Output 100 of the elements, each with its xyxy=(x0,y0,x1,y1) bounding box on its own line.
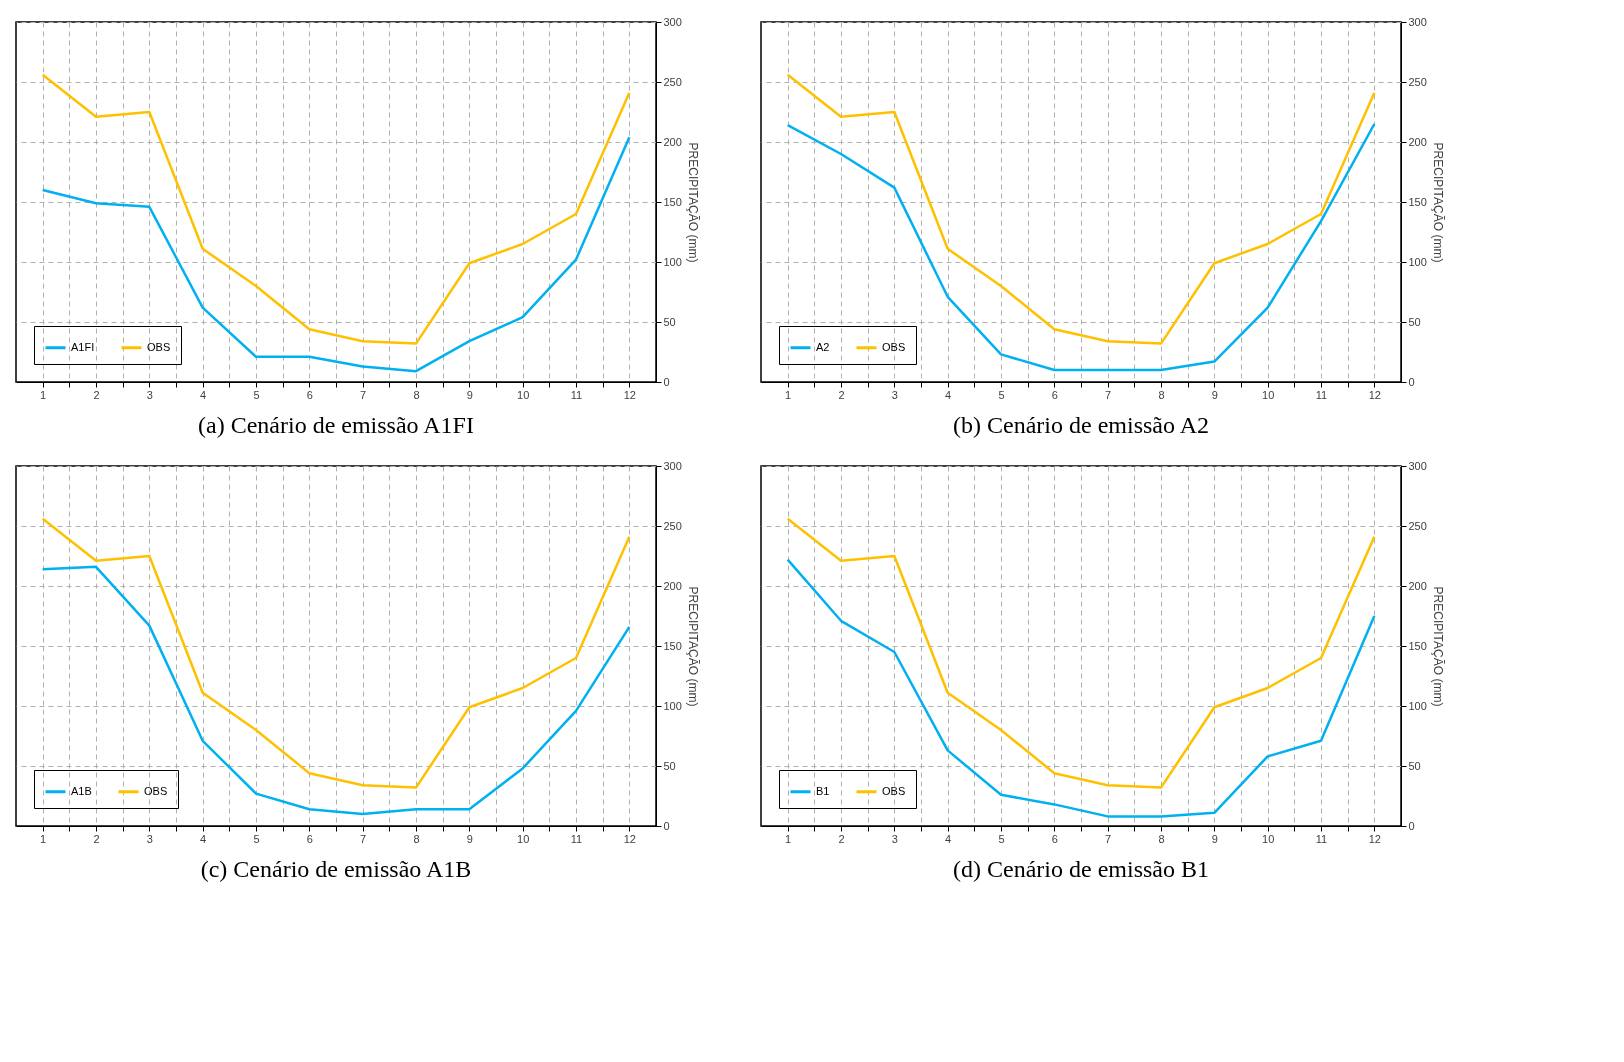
x-tick-label: 5 xyxy=(253,832,260,845)
x-tick-label: 10 xyxy=(1262,388,1275,401)
x-tick-label: 10 xyxy=(517,388,530,401)
x-tick-label: 4 xyxy=(200,832,207,845)
legend-label: OBS xyxy=(147,340,171,353)
line-series xyxy=(41,517,631,789)
y-tick-label: 100 xyxy=(1408,699,1427,712)
x-tick-label: 10 xyxy=(1262,832,1275,845)
x-tick-label: 4 xyxy=(945,832,952,845)
x-tick-label: 9 xyxy=(1211,832,1218,845)
x-tick-label: 8 xyxy=(1158,388,1165,401)
x-tick-label: 6 xyxy=(306,388,313,401)
y-tick-label: 200 xyxy=(1408,135,1427,148)
y-tick-label: 100 xyxy=(663,699,682,712)
x-tick-label: 3 xyxy=(146,832,153,845)
x-tick-label: 1 xyxy=(40,388,47,401)
x-tick-label: 7 xyxy=(1105,832,1112,845)
x-tick-label: 7 xyxy=(1105,388,1112,401)
legend-label: OBS xyxy=(882,784,906,797)
y-tick-label: 250 xyxy=(663,75,682,88)
y-tick-label: 100 xyxy=(1408,255,1427,268)
x-tick-label: 4 xyxy=(200,388,207,401)
y-tick-label: 50 xyxy=(1408,315,1421,328)
y-tick-label: 300 xyxy=(1408,459,1427,472)
y-axis-title: PRECIPITAÇÃO (mm) xyxy=(685,586,700,707)
x-tick-label: 6 xyxy=(1051,388,1058,401)
x-tick-label: 10 xyxy=(517,832,530,845)
x-tick-label: 2 xyxy=(838,388,845,401)
x-tick-label: 12 xyxy=(1368,832,1381,845)
y-tick-label: 0 xyxy=(1408,375,1415,388)
y-tick-label: 0 xyxy=(663,375,670,388)
x-tick-label: 12 xyxy=(623,832,636,845)
y-tick-label: 100 xyxy=(663,255,682,268)
y-tick-label: 200 xyxy=(663,135,682,148)
y-tick-label: 250 xyxy=(1408,519,1427,532)
x-tick-label: 7 xyxy=(360,832,367,845)
y-tick-label: 150 xyxy=(663,639,682,652)
text: (a) Cenário de emissão A1FI xyxy=(198,412,474,438)
x-tick-label: 8 xyxy=(413,832,420,845)
x-tick-label: 8 xyxy=(1158,832,1165,845)
x-tick-label: 4 xyxy=(945,388,952,401)
x-tick-label: 3 xyxy=(891,832,898,845)
x-tick-label: 11 xyxy=(1315,832,1328,845)
y-tick-label: 200 xyxy=(663,579,682,592)
line-series xyxy=(786,73,1376,345)
line-series xyxy=(786,122,1376,372)
x-tick-label: 5 xyxy=(998,832,1005,845)
text: (d) Cenário de emissão B1 xyxy=(953,856,1209,882)
x-tick-label: 5 xyxy=(998,388,1005,401)
line-series xyxy=(786,558,1376,818)
y-tick-label: 0 xyxy=(1408,819,1415,832)
x-tick-label: 1 xyxy=(785,832,792,845)
line-series xyxy=(41,73,631,345)
y-tick-label: 300 xyxy=(1408,15,1427,28)
x-tick-label: 2 xyxy=(93,388,100,401)
text: (c) Cenário de emissão A1B xyxy=(200,856,472,882)
x-tick-label: 11 xyxy=(570,832,583,845)
line-series xyxy=(786,517,1376,789)
y-tick-label: 50 xyxy=(663,315,676,328)
x-tick-label: 1 xyxy=(785,388,792,401)
x-tick-label: 3 xyxy=(146,388,153,401)
x-tick-label: 1 xyxy=(40,832,47,845)
y-tick-label: 50 xyxy=(1408,759,1421,772)
y-axis-title: PRECIPITAÇÃO (mm) xyxy=(1430,586,1445,707)
y-tick-label: 150 xyxy=(663,195,682,208)
x-tick-label: 2 xyxy=(93,832,100,845)
line-series xyxy=(41,135,631,373)
legend-label: OBS xyxy=(882,340,906,353)
x-tick-label: 7 xyxy=(360,388,367,401)
x-tick-label: 12 xyxy=(623,388,636,401)
x-tick-label: 11 xyxy=(1315,388,1328,401)
x-tick-label: 9 xyxy=(466,832,473,845)
legend-label: B1 xyxy=(816,784,830,797)
y-tick-label: 250 xyxy=(1408,75,1427,88)
y-tick-label: 50 xyxy=(663,759,676,772)
y-tick-label: 300 xyxy=(663,15,682,28)
x-tick-label: 2 xyxy=(838,832,845,845)
y-tick-label: 250 xyxy=(663,519,682,532)
legend-label: A1B xyxy=(71,784,92,797)
y-tick-label: 150 xyxy=(1408,639,1427,652)
text: (b) Cenário de emissão A2 xyxy=(953,412,1209,438)
y-tick-label: 150 xyxy=(1408,195,1427,208)
x-tick-label: 12 xyxy=(1368,388,1381,401)
x-tick-label: 11 xyxy=(570,388,583,401)
y-tick-label: 300 xyxy=(663,459,682,472)
y-tick-label: 0 xyxy=(663,819,670,832)
x-tick-label: 9 xyxy=(466,388,473,401)
legend-label: A2 xyxy=(816,340,830,353)
y-axis-title: PRECIPITAÇÃO (mm) xyxy=(1430,142,1445,263)
y-tick-label: 200 xyxy=(1408,579,1427,592)
line-series xyxy=(41,565,631,816)
x-tick-label: 8 xyxy=(413,388,420,401)
y-axis-title: PRECIPITAÇÃO (mm) xyxy=(685,142,700,263)
x-tick-label: 6 xyxy=(306,832,313,845)
x-tick-label: 6 xyxy=(1051,832,1058,845)
x-tick-label: 9 xyxy=(1211,388,1218,401)
x-tick-label: 5 xyxy=(253,388,260,401)
x-tick-label: 3 xyxy=(891,388,898,401)
legend-label: A1FI xyxy=(71,340,95,353)
legend-label: OBS xyxy=(144,784,168,797)
